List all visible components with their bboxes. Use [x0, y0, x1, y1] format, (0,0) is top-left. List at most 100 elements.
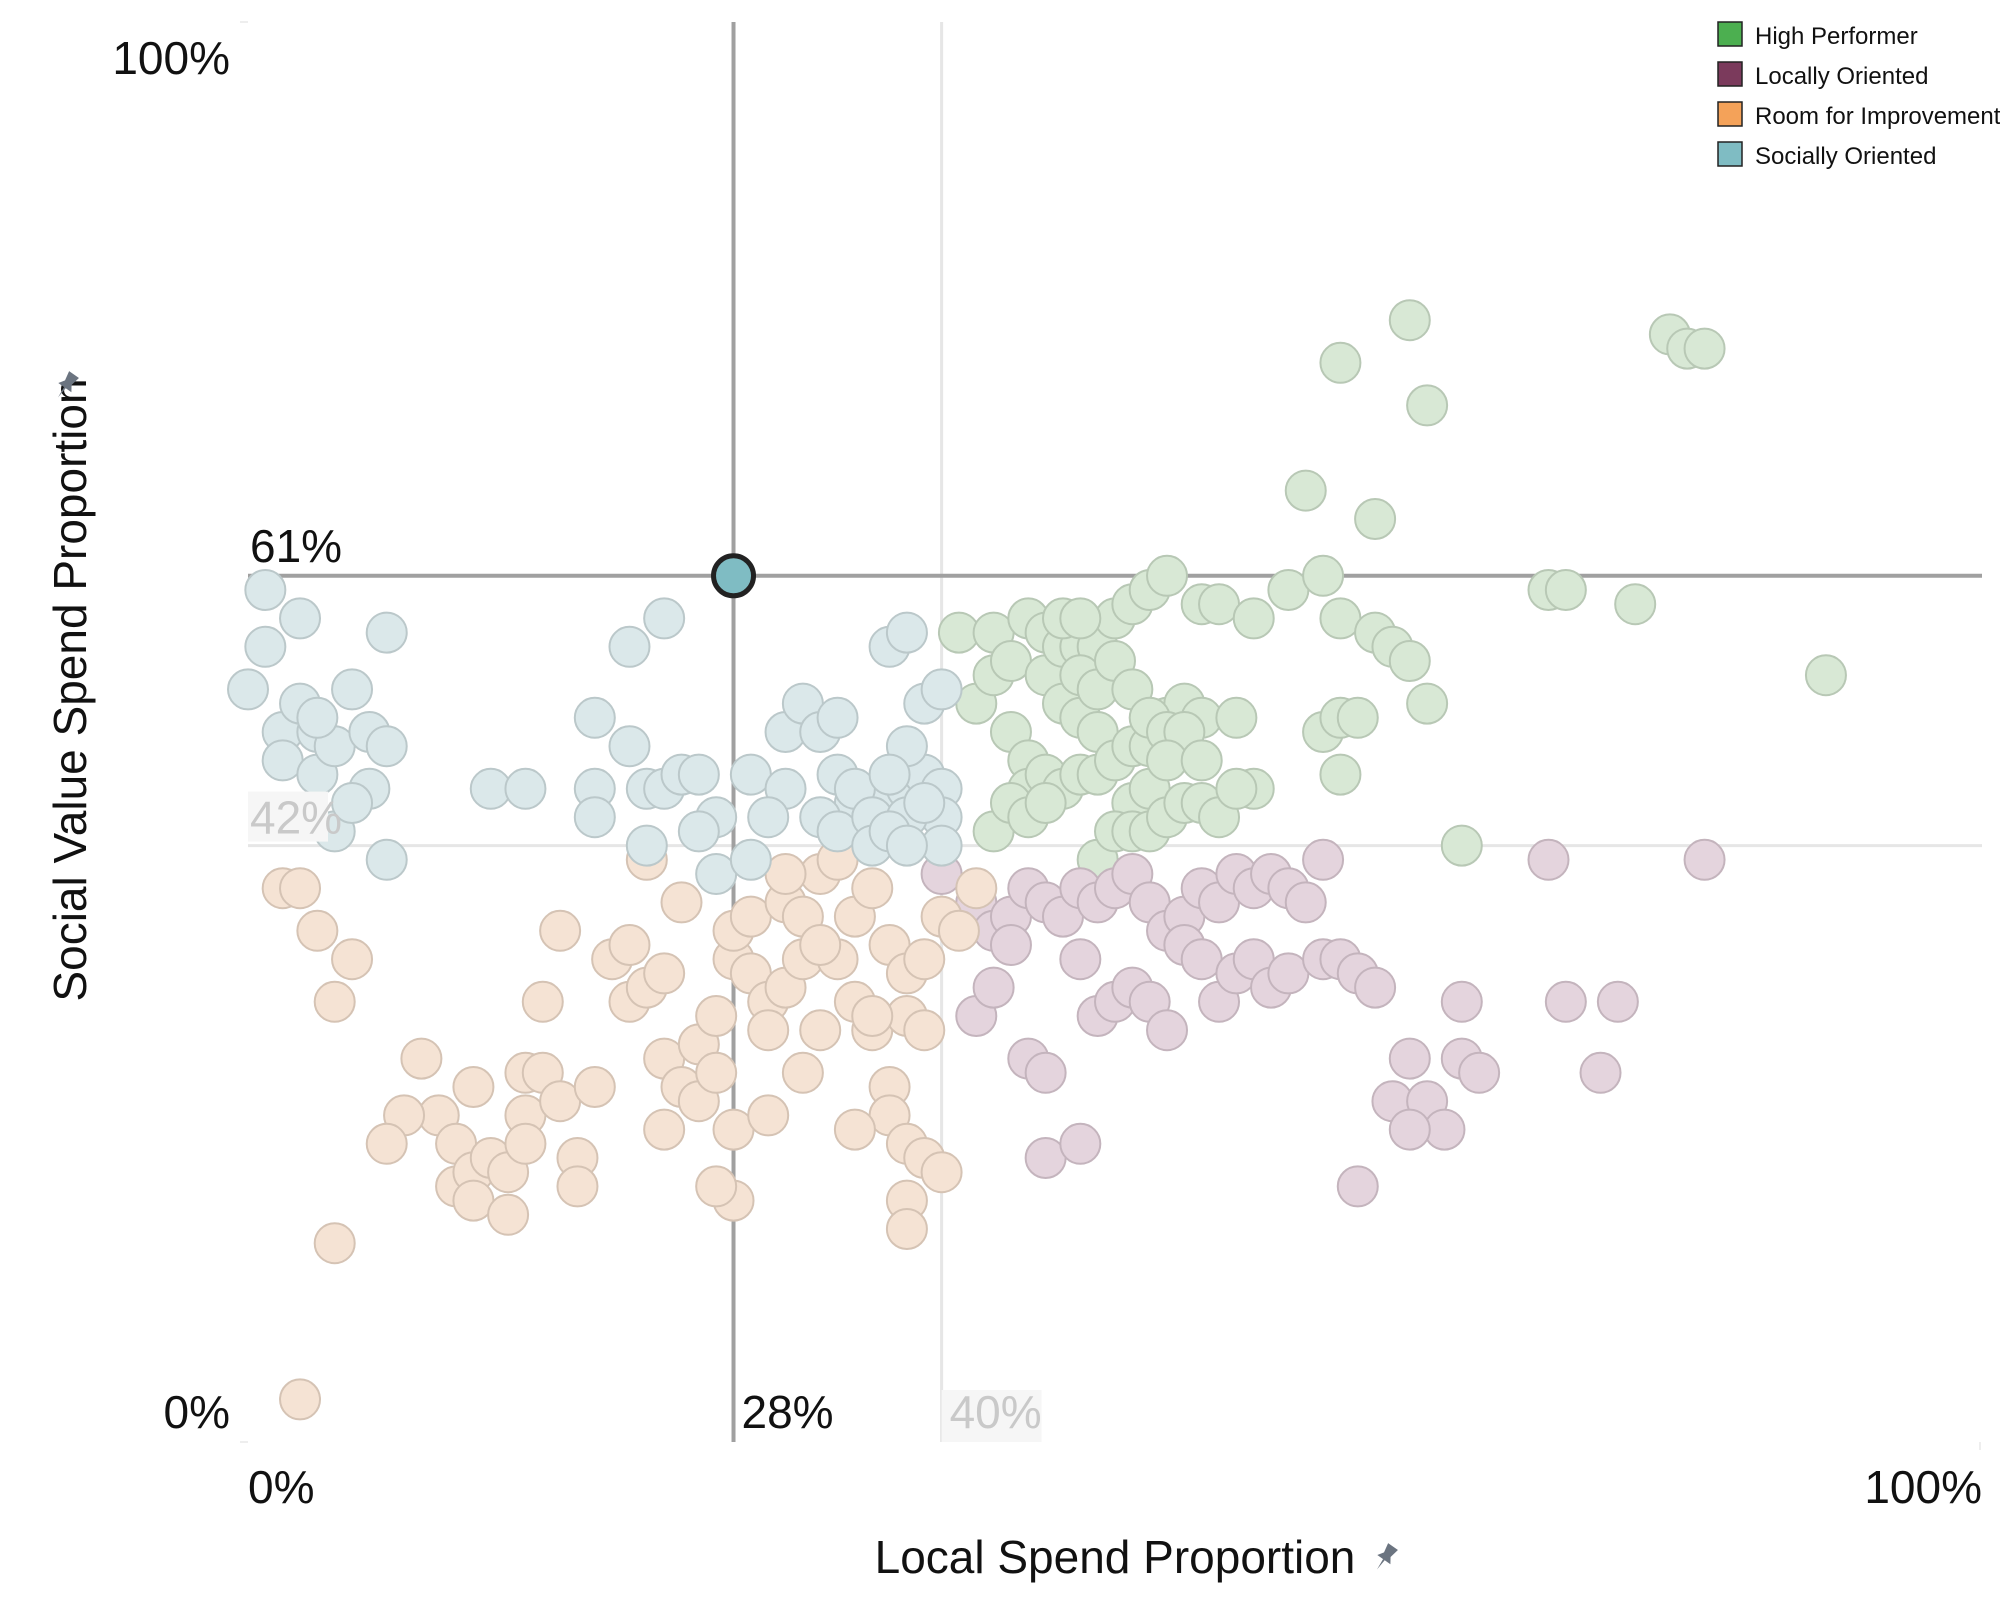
data-point[interactable] [1440, 980, 1483, 1023]
data-point[interactable] [1596, 980, 1639, 1023]
data-point[interactable] [1336, 1165, 1379, 1208]
data-point[interactable] [1284, 469, 1327, 512]
data-point[interactable] [851, 995, 894, 1037]
data-point[interactable] [608, 625, 651, 668]
data-point[interactable] [608, 725, 651, 768]
data-point[interactable] [1458, 1051, 1501, 1094]
data-point[interactable] [989, 924, 1032, 966]
data-point[interactable] [885, 1208, 928, 1250]
data-point[interactable] [573, 696, 616, 739]
data-point[interactable] [400, 1037, 443, 1080]
data-point[interactable] [625, 824, 668, 867]
data-point[interactable] [365, 1122, 408, 1165]
data-point[interactable] [556, 1165, 599, 1208]
data-point[interactable] [1406, 384, 1449, 427]
data-point[interactable] [608, 924, 651, 966]
data-point[interactable] [729, 838, 772, 881]
data-point[interactable] [279, 867, 322, 910]
data-point[interactable] [365, 725, 408, 768]
data-point[interactable] [1336, 696, 1379, 739]
data-point[interactable] [1284, 881, 1327, 924]
data-point[interactable] [695, 1165, 738, 1208]
data-point[interactable] [1544, 980, 1587, 1023]
data-point[interactable] [1215, 767, 1258, 810]
data-point[interactable] [1319, 341, 1362, 384]
data-point[interactable] [1388, 299, 1431, 342]
data-point[interactable] [799, 1009, 842, 1052]
data-point[interactable] [677, 810, 720, 853]
data-point[interactable] [1388, 1037, 1431, 1080]
data-point[interactable] [1354, 966, 1397, 1009]
data-point[interactable] [313, 980, 356, 1023]
data-point[interactable] [643, 952, 686, 995]
data-point[interactable] [903, 782, 946, 824]
data-point[interactable] [487, 1193, 530, 1236]
data-point[interactable] [1683, 838, 1726, 881]
data-point[interactable] [1406, 682, 1449, 725]
data-point[interactable] [868, 753, 911, 796]
data-point[interactable] [1388, 640, 1431, 682]
data-point[interactable] [1388, 1108, 1431, 1151]
data-point[interactable] [244, 569, 287, 611]
data-point[interactable] [833, 1108, 876, 1151]
data-point[interactable] [816, 696, 859, 739]
data-point[interactable] [1059, 1122, 1102, 1165]
data-point[interactable] [1146, 1009, 1189, 1052]
data-point[interactable] [1059, 938, 1102, 981]
data-point[interactable] [331, 782, 374, 824]
data-point[interactable] [937, 909, 980, 952]
data-point[interactable] [1544, 569, 1587, 611]
data-point[interactable] [279, 597, 322, 640]
data-point[interactable] [660, 881, 703, 924]
data-point[interactable] [1232, 597, 1275, 640]
data-point[interactable] [1319, 753, 1362, 796]
data-point[interactable] [331, 938, 374, 981]
data-point[interactable] [504, 767, 547, 810]
data-point[interactable] [1440, 824, 1483, 867]
data-point[interactable] [279, 1378, 322, 1421]
data-point[interactable] [643, 597, 686, 640]
x-axis-pin-icon[interactable] [1370, 1542, 1399, 1574]
data-point[interactable] [1683, 327, 1726, 370]
data-point[interactable] [885, 824, 928, 867]
data-point[interactable] [920, 668, 963, 711]
data-point[interactable] [920, 1151, 963, 1194]
data-point[interactable] [573, 796, 616, 839]
data-point[interactable] [1024, 782, 1067, 824]
data-point[interactable] [1527, 838, 1570, 881]
data-point[interactable] [643, 1108, 686, 1151]
data-point[interactable] [903, 1009, 946, 1052]
data-point[interactable] [677, 753, 720, 796]
data-point[interactable] [1024, 1051, 1067, 1094]
data-point[interactable] [695, 995, 738, 1037]
data-point[interactable] [227, 668, 269, 711]
data-point[interactable] [521, 980, 564, 1023]
data-point[interactable] [539, 909, 582, 952]
data-point[interactable] [452, 1066, 495, 1108]
y-axis-pin-icon[interactable] [51, 370, 80, 402]
data-point[interactable] [781, 1051, 824, 1094]
data-point[interactable] [573, 1066, 616, 1108]
data-point[interactable] [747, 796, 790, 839]
data-point[interactable] [1302, 838, 1345, 881]
data-point[interactable] [1146, 554, 1189, 597]
data-point[interactable] [799, 924, 842, 966]
data-point[interactable] [244, 625, 287, 668]
data-point[interactable] [1579, 1051, 1622, 1094]
data-point[interactable] [695, 1051, 738, 1094]
data-point[interactable] [1180, 739, 1223, 782]
data-point[interactable] [296, 909, 339, 952]
data-point[interactable] [747, 1009, 790, 1052]
data-point[interactable] [504, 1122, 547, 1165]
data-point[interactable] [1354, 498, 1397, 540]
data-point[interactable] [1059, 597, 1102, 640]
data-point[interactable] [747, 1094, 790, 1137]
data-point[interactable] [903, 938, 946, 981]
data-point[interactable] [365, 838, 408, 881]
data-point[interactable] [1804, 654, 1847, 697]
data-point[interactable] [1215, 696, 1258, 739]
data-point[interactable] [313, 1222, 356, 1265]
data-point[interactable] [1614, 583, 1657, 626]
data-point[interactable] [331, 668, 374, 711]
data-point[interactable] [851, 867, 894, 910]
